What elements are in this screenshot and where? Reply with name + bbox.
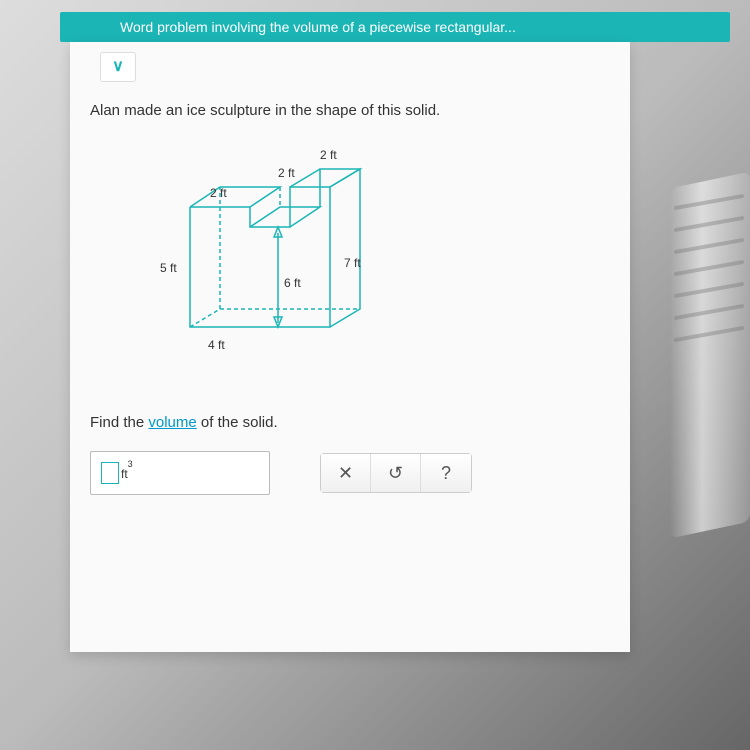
chevron-down-icon: ∨ — [112, 58, 124, 75]
prompt-prefix: Find the — [90, 414, 148, 431]
answer-row: ft3 ✕ ↺ ? — [90, 451, 610, 495]
undo-icon: ↺ — [388, 463, 403, 484]
answer-unit: ft3 — [121, 465, 133, 481]
lesson-title-bar: Word problem involving the volume of a p… — [60, 12, 730, 42]
unit-base: ft — [121, 467, 128, 481]
problem-statement: Alan made an ice sculpture in the shape … — [90, 102, 610, 119]
solid-diagram: 2 ft 2 ft 2 ft 5 ft 6 ft 7 ft 4 ft — [150, 137, 410, 377]
help-button[interactable]: ? — [421, 454, 471, 492]
label-left-height: 5 ft — [160, 261, 177, 275]
unit-exponent: 3 — [128, 459, 133, 469]
label-right-height: 7 ft — [344, 256, 361, 270]
label-top-mid: 2 ft — [278, 166, 295, 180]
desktop-background: Word problem involving the volume of a p… — [0, 0, 750, 750]
lesson-title-text: Word problem involving the volume of a p… — [120, 19, 516, 35]
x-icon: ✕ — [338, 463, 353, 484]
clear-button[interactable]: ✕ — [321, 454, 371, 492]
prompt-suffix: of the solid. — [197, 414, 278, 431]
speaker-grille — [674, 194, 744, 342]
answer-input[interactable] — [101, 462, 119, 484]
label-top-left: 2 ft — [210, 186, 227, 200]
question-prompt: Find the volume of the solid. — [90, 414, 610, 431]
collapse-button[interactable]: ∨ — [100, 52, 136, 82]
undo-button[interactable]: ↺ — [371, 454, 421, 492]
label-depth: 4 ft — [208, 338, 225, 352]
answer-container: ft3 — [90, 451, 270, 495]
help-icon: ? — [441, 463, 451, 484]
label-top-right: 2 ft — [320, 148, 337, 162]
action-toolbar: ✕ ↺ ? — [320, 453, 472, 493]
volume-link[interactable]: volume — [148, 414, 196, 431]
problem-card: ∨ Alan made an ice sculpture in the shap… — [70, 42, 630, 652]
label-inner-height: 6 ft — [284, 276, 301, 290]
